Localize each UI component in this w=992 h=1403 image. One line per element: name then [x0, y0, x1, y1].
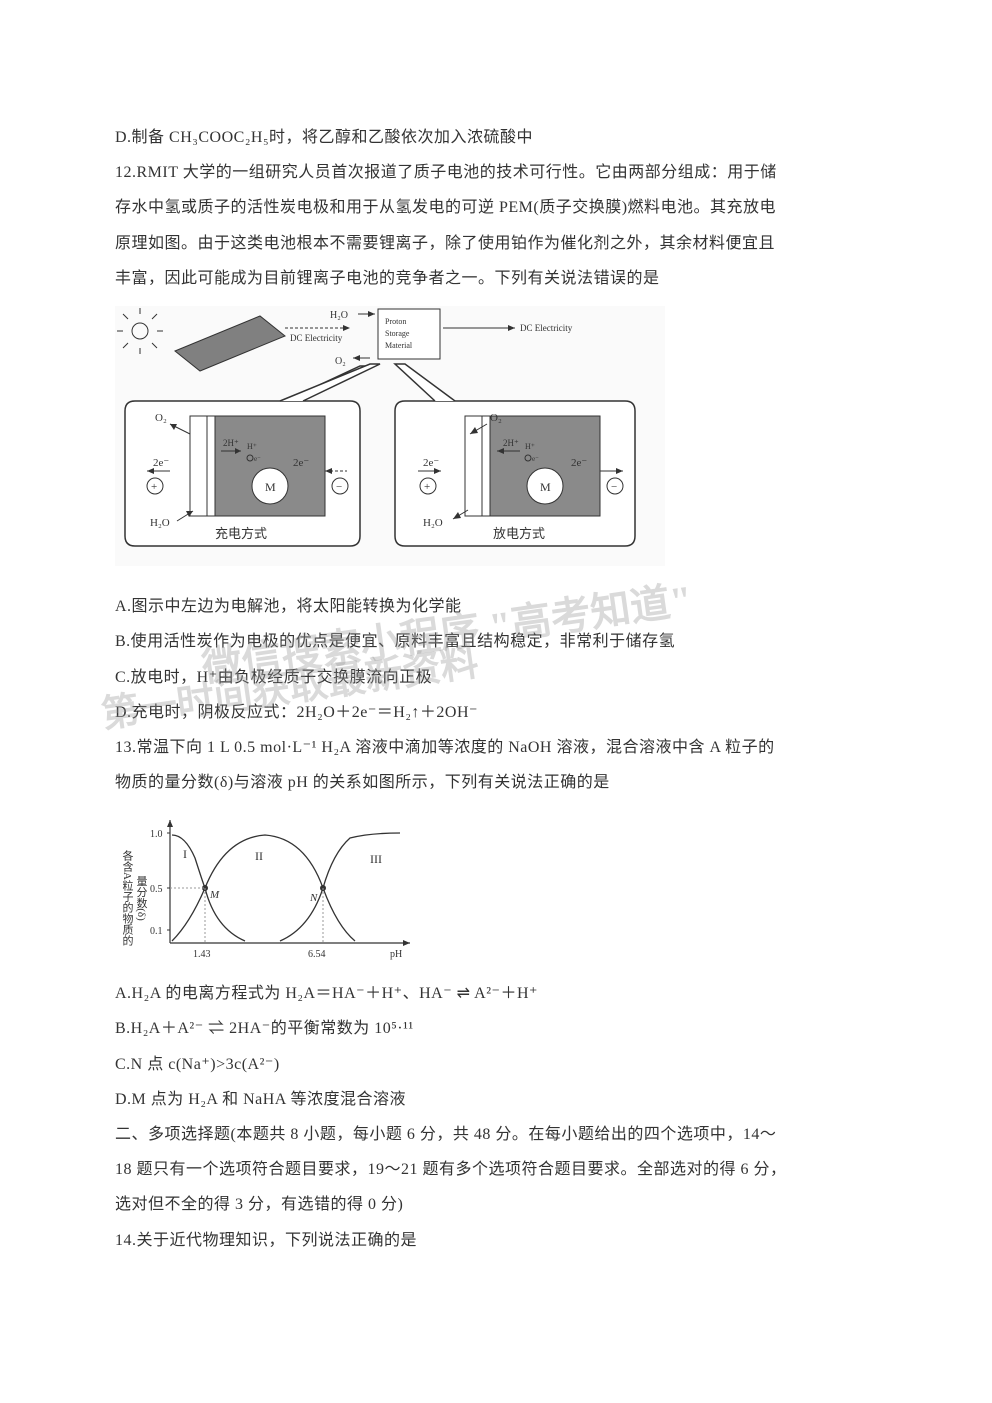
svg-text:量分数(δ): 量分数(δ)	[135, 875, 148, 921]
svg-text:6.54: 6.54	[308, 949, 326, 960]
svg-text:2e⁻: 2e⁻	[571, 457, 587, 469]
solar-panel	[175, 316, 285, 371]
svg-text:Storage: Storage	[385, 329, 410, 338]
svg-text:1.0: 1.0	[150, 829, 163, 840]
q13-option-b: B.H₂A＋A²⁻ ⇌ 2HA⁻的平衡常数为 10⁵·¹¹	[115, 1011, 877, 1046]
q14-line: 14.关于近代物理知识，下列说法正确的是	[115, 1223, 877, 1258]
svg-text:e⁻: e⁻	[532, 455, 539, 463]
svg-text:−: −	[336, 481, 342, 493]
q12-line4: 丰富，因此可能成为目前锂离子电池的竞争者之一。下列有关说法错误的是	[115, 261, 877, 296]
q12-line3: 原理如图。由于这类电池根本不需要锂离子，除了使用铂作为催化剂之外，其余材料便宜且	[115, 226, 877, 261]
svg-text:DC Electricity: DC Electricity	[290, 333, 343, 343]
charge-cell: O₂ 2H⁺ H⁺ e⁻ 2e⁻ 2e⁻ + − M	[125, 364, 380, 546]
svg-text:1.43: 1.43	[193, 949, 211, 960]
ph-chart: 各含A粒子的物质的 量分数(δ) 1.0 0.5 0.1 1.43 6.54 p…	[115, 808, 425, 968]
svg-text:2e⁻: 2e⁻	[423, 457, 439, 469]
section2-line2: 18 题只有一个选项符合题目要求，19～21 题有多个选项符合题目要求。全部选对…	[115, 1152, 877, 1187]
svg-text:2e⁻: 2e⁻	[153, 457, 169, 469]
svg-text:Proton: Proton	[385, 317, 406, 326]
battery-diagram-svg: DC Electricity H₂O O₂ Proton Storage Mat…	[115, 306, 665, 566]
ph-chart-svg: 各含A粒子的物质的 量分数(δ) 1.0 0.5 0.1 1.43 6.54 p…	[115, 808, 425, 968]
svg-text:各含A粒子的物质的: 各含A粒子的物质的	[121, 849, 134, 947]
svg-text:−: −	[611, 481, 617, 493]
q12-option-d: D.充电时，阴极反应式：2H₂O＋2e⁻＝H₂↑＋2OH⁻	[115, 695, 877, 730]
q12-line1: 12.RMIT 大学的一组研究人员首次报道了质子电池的技术可行性。它由两部分组成…	[115, 155, 877, 190]
svg-text:H₂O: H₂O	[150, 517, 170, 529]
svg-text:2H⁺: 2H⁺	[223, 438, 239, 448]
svg-text:M: M	[540, 480, 551, 494]
svg-text:N: N	[309, 892, 318, 904]
svg-text:O₂: O₂	[155, 412, 167, 424]
svg-text:H⁺: H⁺	[525, 442, 535, 451]
battery-diagram: DC Electricity H₂O O₂ Proton Storage Mat…	[115, 306, 877, 579]
sun-icon	[117, 308, 163, 354]
svg-text:+: +	[151, 481, 157, 493]
svg-text:H₂O: H₂O	[330, 310, 348, 321]
svg-text:H₂O: H₂O	[423, 517, 443, 529]
svg-text:2H⁺: 2H⁺	[503, 438, 519, 448]
svg-text:放电方式: 放电方式	[493, 526, 545, 541]
svg-text:pH: pH	[390, 949, 402, 960]
svg-text:DC Electricity: DC Electricity	[520, 323, 573, 333]
svg-text:0.1: 0.1	[150, 926, 163, 937]
svg-text:M: M	[265, 480, 276, 494]
option-d-text: D.制备 CH₃COOC₂H₅时，将乙醇和乙酸依次加入浓硫酸中	[115, 120, 877, 155]
svg-text:M: M	[209, 889, 220, 901]
discharge-cell: O₂ 2H⁺ H⁺ e⁻ 2e⁻ 2e⁻ + − M	[395, 364, 635, 546]
svg-text:H⁺: H⁺	[247, 442, 257, 451]
section2-line3: 选对但不全的得 3 分，有选错的得 0 分)	[115, 1187, 877, 1222]
q12-line2: 存水中氢或质子的活性炭电极和用于从氢发电的可逆 PEM(质子交换膜)燃料电池。其…	[115, 190, 877, 225]
q13-option-c: C.N 点 c(Na⁺)>3c(A²⁻)	[115, 1047, 877, 1082]
svg-text:充电方式: 充电方式	[215, 526, 267, 541]
svg-text:2e⁻: 2e⁻	[293, 457, 309, 469]
q12-option-b: B.使用活性炭作为电极的优点是便宜、原料丰富且结构稳定，非常利于储存氢	[115, 624, 877, 659]
q13-option-d: D.M 点为 H₂A 和 NaHA 等浓度混合溶液	[115, 1082, 877, 1117]
q12-option-c: C.放电时，H⁺由负极经质子交换膜流向正极	[115, 660, 877, 695]
svg-text:e⁻: e⁻	[254, 455, 261, 463]
q13-line1: 13.常温下向 1 L 0.5 mol·L⁻¹ H₂A 溶液中滴加等浓度的 Na…	[115, 730, 877, 765]
svg-text:III: III	[370, 852, 382, 866]
svg-text:O₂: O₂	[335, 356, 346, 367]
svg-text:Material: Material	[385, 341, 413, 350]
section2-line1: 二、多项选择题(本题共 8 小题，每小题 6 分，共 48 分。在每小题给出的四…	[115, 1117, 877, 1152]
q12-option-a: A.图示中左边为电解池，将太阳能转换为化学能	[115, 589, 877, 624]
q13-option-a: A.H₂A 的电离方程式为 H₂A＝HA⁻＋H⁺、HA⁻ ⇌ A²⁻＋H⁺	[115, 976, 877, 1011]
svg-text:+: +	[424, 481, 430, 493]
svg-text:0.5: 0.5	[150, 884, 163, 895]
svg-text:II: II	[255, 849, 263, 863]
svg-text:I: I	[183, 847, 187, 861]
svg-text:O₂: O₂	[490, 412, 502, 424]
q13-line2: 物质的量分数(δ)与溶液 pH 的关系如图所示，下列有关说法正确的是	[115, 765, 877, 800]
